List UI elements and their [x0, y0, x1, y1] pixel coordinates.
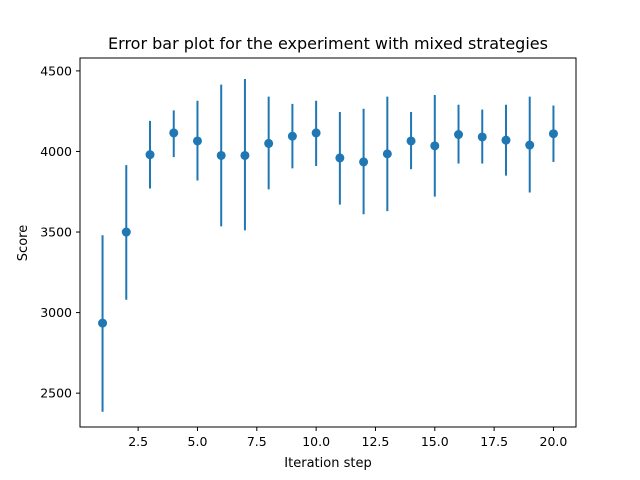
x-axis-label: Iteration step [284, 456, 371, 471]
x-tick-label: 5.0 [188, 434, 208, 449]
axes-frame [79, 57, 577, 428]
y-tick-label: 4000 [40, 144, 72, 159]
data-point [430, 141, 440, 151]
data-point [287, 131, 297, 141]
y-axis-ticks: 2500 3000 3500 4000 4500 [40, 63, 80, 401]
data-point [548, 129, 558, 139]
y-tick-label: 2500 [40, 386, 72, 401]
x-tick-label: 2.5 [128, 434, 148, 449]
x-axis-ticks: 2.5 5.0 7.5 10.0 12.5 15.0 17.5 20.0 [128, 427, 567, 449]
data-point [406, 136, 416, 146]
x-tick-label: 12.5 [362, 434, 390, 449]
data-point [264, 138, 274, 148]
data-point [382, 149, 392, 159]
data-points [98, 128, 558, 328]
data-point [192, 136, 202, 146]
data-point [477, 132, 487, 142]
x-tick-label: 7.5 [247, 434, 267, 449]
x-tick-label: 17.5 [480, 434, 508, 449]
y-tick-label: 3500 [40, 225, 72, 240]
y-tick-label: 3000 [40, 305, 72, 320]
data-point [98, 318, 108, 328]
data-point [145, 150, 155, 160]
data-point [359, 157, 369, 167]
data-point [169, 128, 179, 138]
x-tick-label: 15.0 [421, 434, 449, 449]
plot-area [98, 78, 558, 412]
x-tick-label: 10.0 [302, 434, 330, 449]
chart-title: Error bar plot for the experiment with m… [108, 34, 548, 53]
data-point [525, 140, 535, 150]
data-point [216, 150, 226, 160]
x-tick-label: 20.0 [540, 434, 568, 449]
data-point [240, 150, 250, 160]
y-axis-label: Score [16, 225, 31, 261]
data-point [121, 227, 131, 237]
y-tick-label: 4500 [40, 63, 72, 78]
data-point [335, 153, 345, 163]
data-point [501, 135, 511, 145]
data-point [454, 130, 464, 140]
data-point [311, 128, 321, 138]
